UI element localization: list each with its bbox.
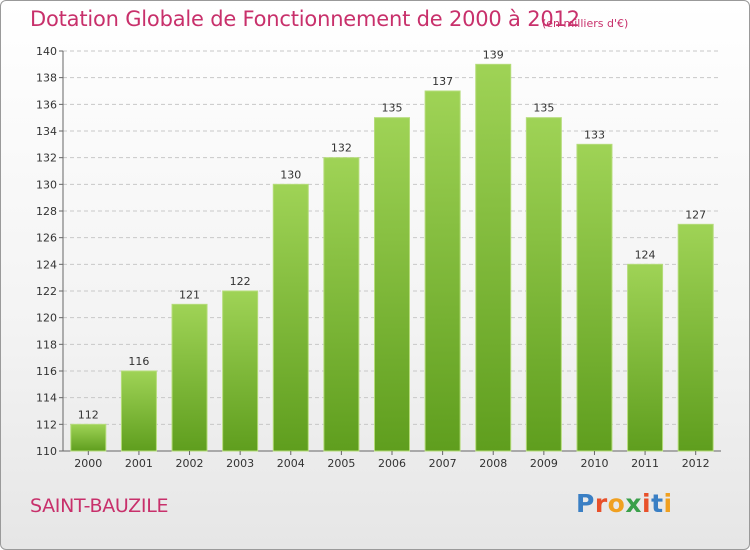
y-tick-label: 128: [36, 205, 57, 218]
y-tick-label: 116: [36, 365, 57, 378]
logo-letter: P: [576, 489, 595, 518]
y-tick-label: 122: [36, 285, 57, 298]
bar: [525, 117, 562, 452]
bar: [627, 263, 664, 452]
y-tick-label: 140: [36, 45, 57, 58]
y-tick-label: 118: [36, 338, 57, 351]
x-tick-label: 2009: [530, 457, 558, 470]
logo-letter: i: [663, 489, 673, 518]
y-tick-label: 138: [36, 72, 57, 85]
bar: [272, 183, 309, 452]
x-tick-label: 2004: [277, 457, 305, 470]
bar-value-label: 135: [533, 102, 554, 115]
commune-name: SAINT-BAUZILE: [30, 495, 169, 517]
x-tick-label: 2011: [631, 457, 659, 470]
logo-letter: o: [607, 489, 626, 518]
bar-value-label: 127: [685, 208, 706, 221]
y-tick-label: 126: [36, 232, 57, 245]
y-tick-label: 114: [36, 392, 57, 405]
logo-letter: x: [625, 489, 642, 518]
bar: [424, 90, 461, 452]
bar-value-label: 124: [635, 248, 656, 261]
bar-value-label: 130: [280, 168, 301, 181]
x-tick-label: 2008: [479, 457, 507, 470]
x-tick-label: 2003: [226, 457, 254, 470]
bar: [475, 63, 512, 452]
logo-letter: i: [642, 489, 652, 518]
bar-value-label: 137: [432, 75, 453, 88]
bar-value-label: 139: [483, 48, 504, 61]
bar: [576, 143, 613, 452]
y-tick-label: 132: [36, 152, 57, 165]
bar: [171, 303, 208, 452]
x-tick-label: 2006: [378, 457, 406, 470]
logo-letter: r: [594, 489, 608, 518]
y-tick-label: 124: [36, 258, 57, 271]
bar: [374, 117, 410, 452]
x-tick-label: 2010: [580, 457, 608, 470]
y-tick-label: 130: [36, 178, 57, 191]
y-tick-label: 134: [36, 125, 57, 138]
x-tick-label: 2002: [176, 457, 204, 470]
y-tick-label: 136: [36, 98, 57, 111]
x-tick-label: 2000: [74, 457, 102, 470]
bar-value-label: 122: [230, 275, 251, 288]
x-tick-label: 2012: [682, 457, 710, 470]
bar-value-label: 116: [128, 355, 149, 368]
bar-value-label: 132: [331, 142, 352, 155]
bar: [677, 223, 714, 452]
bar-value-label: 121: [179, 288, 200, 301]
bar-value-label: 135: [382, 102, 403, 115]
chart-unit-label: (en milliers d'€): [542, 17, 629, 30]
y-tick-label: 110: [36, 445, 57, 458]
x-tick-label: 2001: [125, 457, 153, 470]
bar: [70, 423, 107, 452]
x-tick-label: 2005: [327, 457, 355, 470]
y-tick-label: 112: [36, 418, 57, 431]
bar: [120, 370, 157, 452]
proxiti-logo[interactable]: Proxiti: [576, 489, 673, 518]
y-tick-label: 120: [36, 312, 57, 325]
bar: [323, 157, 360, 452]
chart-title: Dotation Globale de Fonctionnement de 20…: [30, 7, 580, 31]
bar-value-label: 133: [584, 128, 605, 141]
logo-letter: t: [651, 489, 664, 518]
x-tick-label: 2007: [429, 457, 457, 470]
bar-value-label: 112: [78, 408, 99, 421]
bar: [222, 290, 259, 452]
